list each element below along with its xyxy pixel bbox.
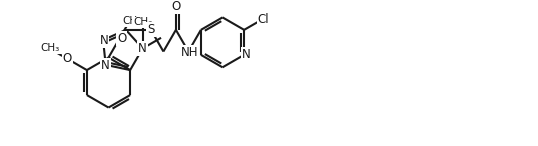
Text: N: N xyxy=(101,59,110,72)
Text: CH₃: CH₃ xyxy=(40,43,60,53)
Text: O: O xyxy=(117,32,126,45)
Text: Cl: Cl xyxy=(258,13,269,26)
Text: N: N xyxy=(100,34,109,47)
Text: O: O xyxy=(63,52,72,65)
Text: CH₃: CH₃ xyxy=(122,16,141,26)
Text: CH₃: CH₃ xyxy=(133,17,152,27)
Text: S: S xyxy=(147,23,154,36)
Text: N: N xyxy=(138,42,147,55)
Text: NH: NH xyxy=(181,46,198,59)
Text: O: O xyxy=(171,0,181,13)
Text: N: N xyxy=(242,48,251,61)
